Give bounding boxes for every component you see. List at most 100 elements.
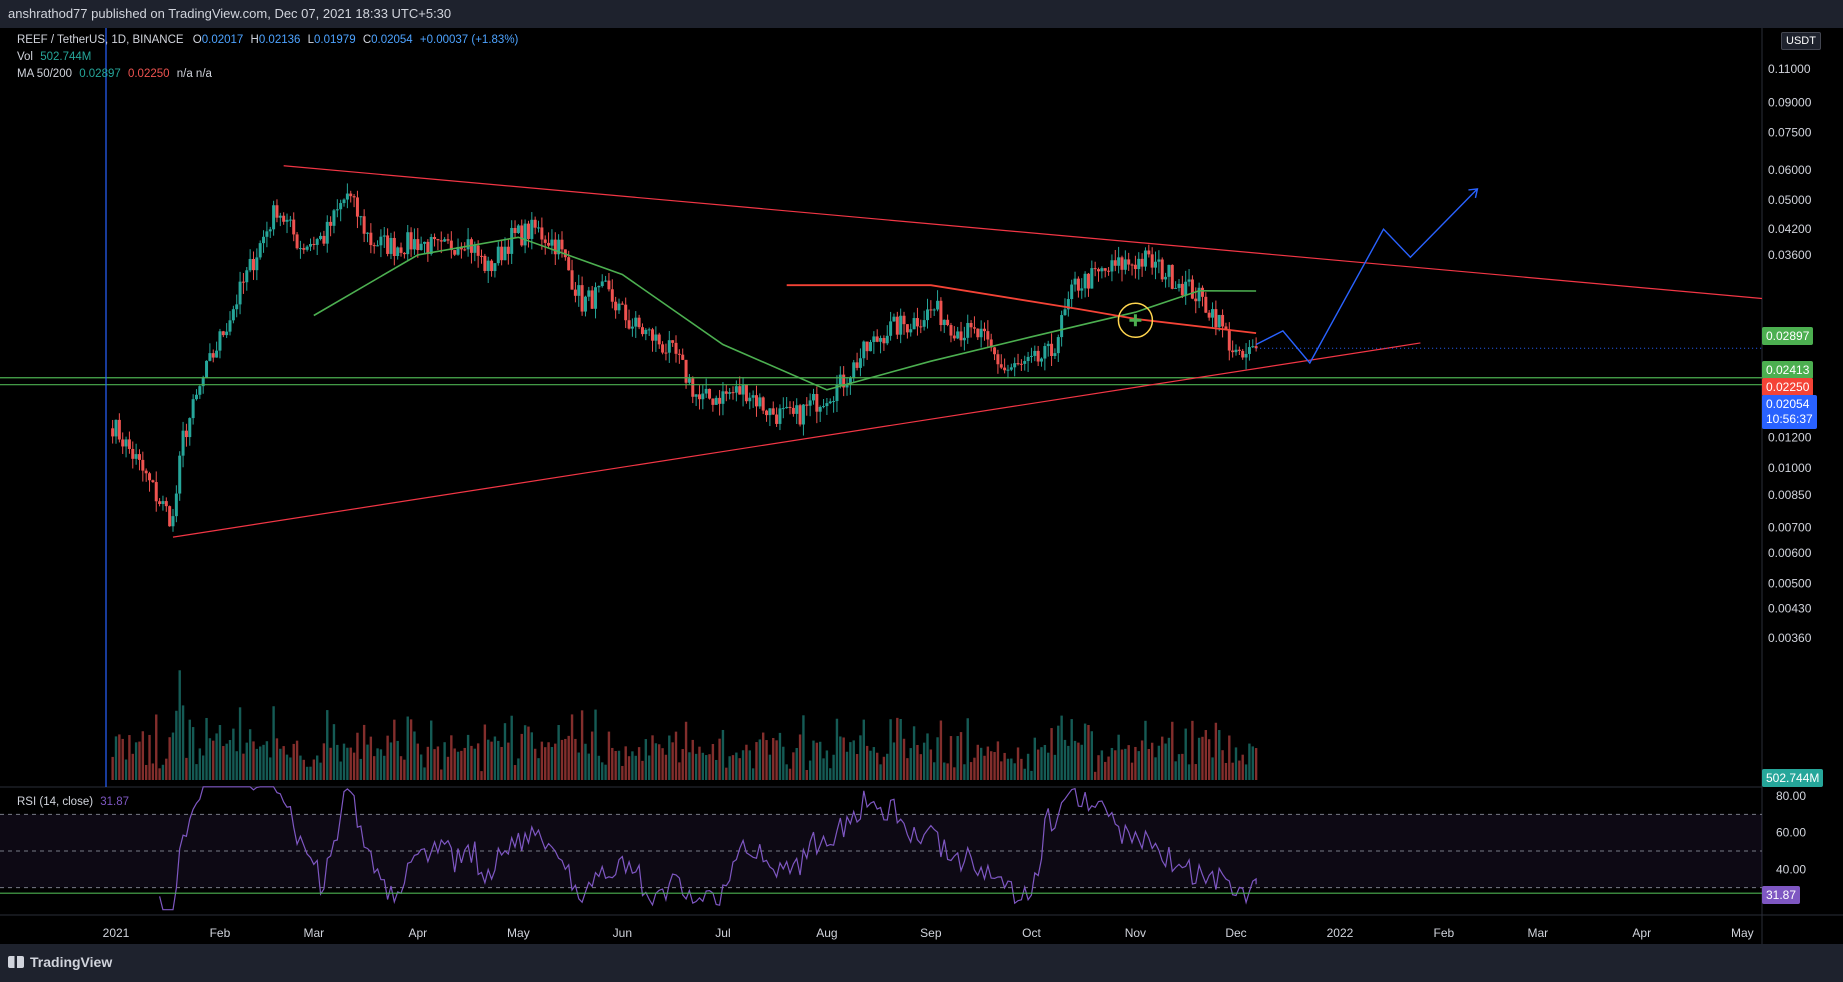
candle-body: [701, 393, 705, 400]
volume-bar: [1184, 728, 1187, 780]
volume-bar: [1093, 771, 1097, 780]
candle-body: [684, 359, 688, 383]
candle-body: [694, 394, 698, 397]
candle-body: [1080, 288, 1084, 291]
candle-body: [724, 391, 728, 394]
candle-body: [533, 219, 537, 228]
candle-body: [922, 320, 926, 327]
volume-bar: [148, 734, 151, 780]
candle-body: [868, 342, 872, 352]
volume-bar: [1244, 764, 1248, 780]
ma-legend: MA 50/200 0.02897 0.02250 n/a n/a: [17, 68, 212, 80]
candle-body: [979, 328, 983, 338]
volume-bar: [151, 763, 155, 780]
time-tick-label: 2021: [103, 926, 130, 940]
candle-body: [282, 215, 286, 222]
volume-bar: [597, 755, 601, 780]
volume-bar: [523, 725, 527, 780]
volume-bar: [879, 764, 882, 780]
chart-area[interactable]: 0.11000 0.09000 0.07500 0.06000 0.05000 0.042…: [0, 28, 1843, 944]
upper-trendline[interactable]: [283, 165, 1763, 300]
candle-body: [1207, 312, 1211, 318]
volume-bar: [440, 769, 443, 780]
volume-bar: [295, 740, 299, 780]
projection-arrowhead: [1468, 188, 1479, 199]
volume-bar: [634, 755, 637, 780]
tradingview-logo[interactable]: TradingView: [8, 954, 112, 970]
candle-body: [848, 378, 852, 385]
candle-body: [526, 223, 530, 239]
candle-body: [355, 197, 359, 217]
volume-bar: [171, 732, 175, 780]
projection-path[interactable]: [1255, 188, 1478, 365]
volume-bar: [658, 744, 661, 780]
volume-bar: [527, 726, 530, 780]
volume-bar: [212, 740, 215, 780]
lower-trendline[interactable]: [172, 342, 1421, 538]
rsi-line[interactable]: [159, 786, 1257, 911]
last-price: 0.02054: [1766, 397, 1810, 411]
candle-body: [453, 250, 457, 255]
volume-bar: [195, 764, 198, 780]
candle-body: [654, 334, 658, 341]
candle-body: [811, 394, 815, 401]
volume-bar: [141, 731, 145, 780]
candle-body: [932, 309, 936, 311]
tradingview-logo-icon: [8, 956, 24, 968]
candle-body: [986, 331, 990, 340]
volume-bar: [959, 732, 963, 780]
ma50-line[interactable]: [313, 236, 1257, 391]
candle-body: [164, 501, 168, 507]
volume-bar: [731, 755, 735, 780]
time-tick-label: Mar: [304, 926, 325, 940]
candle-body: [137, 454, 141, 460]
candle-body: [879, 338, 883, 342]
cross-marker-circle[interactable]: [1117, 302, 1154, 339]
candle-body: [999, 364, 1003, 368]
volume-bar: [1000, 761, 1003, 780]
volume-bar: [976, 744, 979, 780]
currency-label[interactable]: USDT: [1781, 32, 1821, 50]
candle-body: [610, 289, 614, 302]
volume-bar: [302, 759, 305, 780]
candle-body: [862, 341, 866, 359]
ma200-line[interactable]: [786, 284, 1257, 334]
volume-bar: [718, 738, 721, 780]
price-chart[interactable]: 0.11000 0.09000 0.07500 0.06000 0.05000 0.042…: [0, 28, 1843, 944]
volume-bar: [292, 743, 295, 780]
volume-bar: [1241, 754, 1244, 780]
candle-body: [406, 232, 410, 255]
candle-body: [449, 240, 453, 251]
volume-bar: [1174, 761, 1177, 780]
time-tick-label: 2022: [1327, 926, 1354, 940]
candle-body: [744, 384, 748, 402]
candle-body: [1143, 250, 1147, 267]
candle-body: [1251, 346, 1255, 348]
candle-body: [248, 258, 252, 271]
volume-bar: [450, 735, 453, 780]
volume-bar: [540, 741, 544, 780]
candle-body: [620, 303, 624, 305]
volume-bar: [430, 720, 433, 780]
volume-bar: [161, 764, 165, 780]
volume-bar: [765, 740, 768, 780]
volume-bar: [990, 751, 993, 780]
candle-body: [1040, 358, 1044, 362]
candle-body: [221, 331, 225, 336]
volume-bar: [1026, 753, 1030, 780]
price-tick-label: 0.00360: [1768, 631, 1812, 645]
candle-body: [577, 285, 581, 296]
volume-bar: [916, 744, 919, 780]
high-label: H: [250, 34, 259, 46]
candle-body: [215, 350, 219, 358]
candle-body: [885, 335, 889, 344]
candle-body: [580, 285, 584, 312]
candle-body: [634, 317, 638, 327]
price-tick-label: 0.05000: [1768, 193, 1812, 207]
candle-body: [439, 240, 443, 242]
candle-body: [319, 235, 323, 240]
candle-body: [1224, 326, 1228, 330]
volume-bar: [456, 751, 460, 780]
candle-body: [748, 397, 752, 402]
volume-bar: [383, 755, 386, 780]
